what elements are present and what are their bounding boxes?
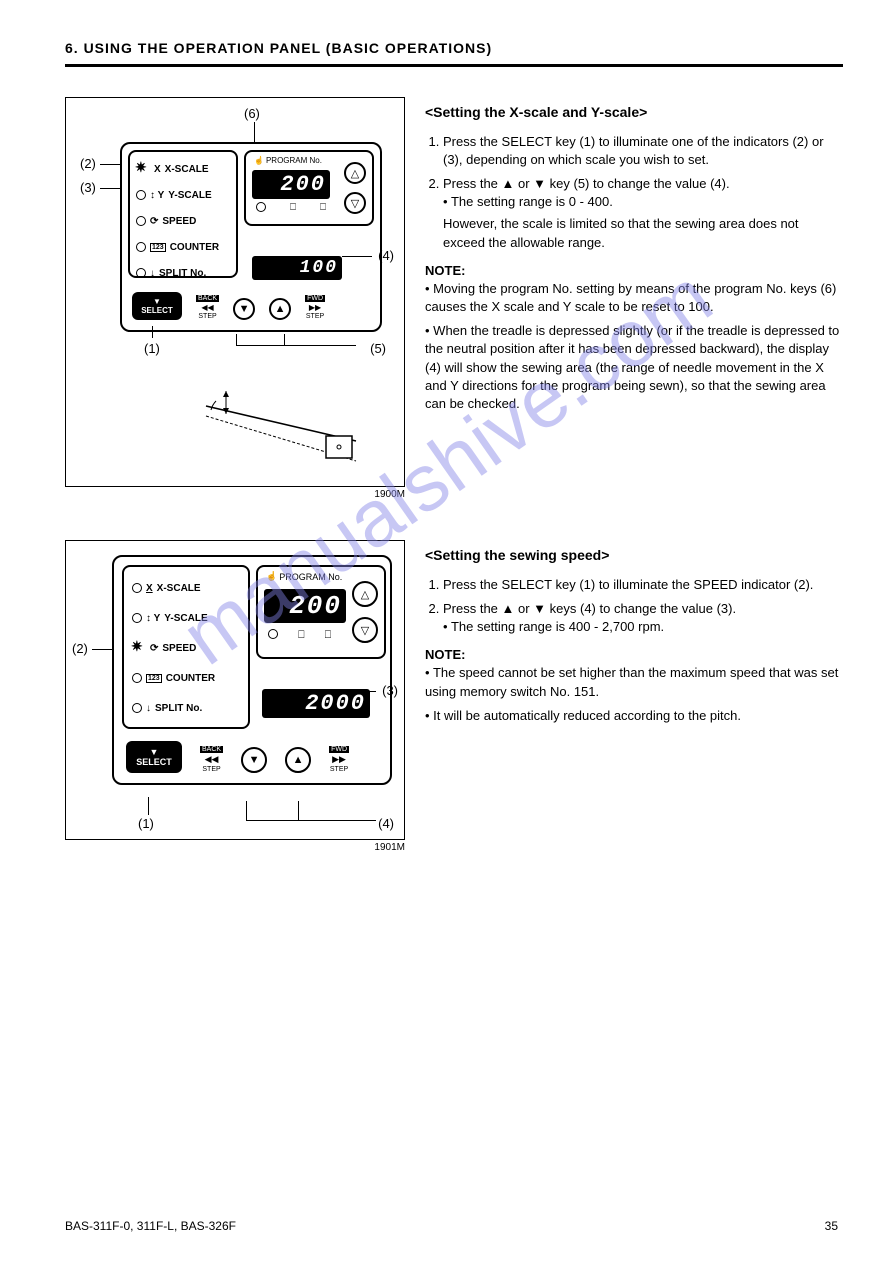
menu-xscale: X-SCALE — [165, 164, 209, 175]
s1-range-label: The setting range is — [451, 194, 565, 209]
s1-step1: Press the SELECT key (1) to illuminate o… — [443, 133, 843, 169]
program-display-2: 200 — [264, 589, 346, 623]
step-back-button[interactable]: ▼ — [233, 298, 255, 320]
s1-range-value: 0 - 400. — [569, 194, 613, 209]
yscale-led2 — [132, 613, 142, 623]
s2-callout-3: (3) — [382, 683, 398, 698]
s2-range-value: 400 - 2,700 rpm. — [569, 619, 664, 634]
split-led2 — [132, 703, 142, 713]
footer-model: BAS-311F-0, 311F-L, BAS-326F — [65, 1219, 236, 1233]
callout-5: (5) — [370, 341, 386, 356]
fwd-label-2: FWD — [329, 746, 349, 753]
callout-4: (4) — [378, 248, 394, 263]
s2-note2: It will be automatically reduced accordi… — [433, 708, 741, 723]
prog-down-button[interactable]: ▽ — [344, 192, 366, 214]
menu2-xscale: X-SCALE — [157, 583, 201, 594]
menu-split: SPLIT No. — [159, 268, 206, 279]
s2-step2a: Press the ▲ or ▼ keys (4) to change the … — [443, 601, 736, 616]
callout-1: (1) — [144, 341, 160, 356]
step-label-r2: STEP — [330, 766, 348, 773]
pedal-diagram — [196, 386, 376, 476]
mem-led-a — [256, 202, 266, 212]
menu2-split: SPLIT No. — [155, 703, 202, 714]
s2-note-hd: NOTE: — [425, 646, 843, 664]
prog-up-button-2[interactable]: △ — [352, 581, 378, 607]
figure-code-1: 1900M — [65, 489, 405, 500]
step-fwd-button[interactable]: ▲ — [269, 298, 291, 320]
step-fwd-button-2[interactable]: ▲ — [285, 747, 311, 773]
menu-counter: COUNTER — [170, 242, 219, 253]
speed-value-display: 2000 — [262, 689, 370, 718]
prog-down-button-2[interactable]: ▽ — [352, 617, 378, 643]
menu2-speed: SPEED — [162, 643, 196, 654]
figure-panel-xy: (6) (2) (3) X X-SCALE ↕ Y Y-SCALE ⟳ SPEE… — [65, 97, 405, 487]
callout-6: (6) — [244, 106, 260, 121]
step-label-l2: STEP — [202, 766, 220, 773]
counter-led — [136, 242, 146, 252]
s2-callout-4: (4) — [378, 816, 394, 831]
s2-callout-1: (1) — [138, 816, 154, 831]
xscale-led2 — [132, 583, 142, 593]
program-display: 200 — [252, 170, 330, 199]
section2-title: <Setting the sewing speed> — [425, 546, 843, 566]
back-label-2: BACK — [200, 746, 223, 753]
menu2-yscale: Y-SCALE — [164, 613, 207, 624]
hand-icon-2: ☝ — [266, 571, 277, 582]
control-panel: X X-SCALE ↕ Y Y-SCALE ⟳ SPEED 123 COUNTE… — [120, 142, 382, 332]
s1-note2: When the treadle is depressed slightly (… — [425, 323, 839, 411]
back-label: BACK — [196, 295, 219, 302]
hand-icon: ☝ — [254, 156, 264, 165]
speed-led-on — [132, 641, 146, 655]
mem-led-b — [268, 629, 278, 639]
menu2-counter: COUNTER — [166, 673, 215, 684]
speed-led — [136, 216, 146, 226]
section-xyscale: (6) (2) (3) X X-SCALE ↕ Y Y-SCALE ⟳ SPEE… — [65, 97, 843, 500]
header-rule — [65, 64, 843, 67]
callout-2: (2) — [80, 156, 96, 171]
program-label: PROGRAM No. — [266, 156, 322, 165]
menu-yscale: Y-SCALE — [168, 190, 211, 201]
figure-code-2: 1901M — [65, 842, 405, 853]
value-display: 100 — [252, 256, 342, 280]
counter-led2 — [132, 673, 142, 683]
xscale-led-on — [136, 162, 150, 176]
s2-note1: The speed cannot be set higher than the … — [425, 665, 838, 698]
section1-title: <Setting the X-scale and Y-scale> — [425, 103, 843, 123]
step-label-l: STEP — [198, 313, 216, 320]
split-led — [136, 268, 146, 278]
fwd-label: FWD — [305, 295, 325, 302]
s1-note1: Moving the program No. setting by means … — [425, 281, 836, 314]
control-panel-speed: X X-SCALE ↕ Y Y-SCALE ⟳ SPEED 123 COUNTE… — [112, 555, 392, 785]
yscale-led — [136, 190, 146, 200]
text-section-2: <Setting the sewing speed> Press the SEL… — [425, 540, 843, 853]
text-section-1: <Setting the X-scale and Y-scale> Press … — [425, 97, 843, 500]
s1-step2: Press the ▲ or ▼ key (5) to change the v… — [443, 176, 730, 191]
callout-3: (3) — [80, 180, 96, 195]
prog-up-button[interactable]: △ — [344, 162, 366, 184]
s2-step1: Press the SELECT key (1) to illuminate t… — [443, 576, 843, 594]
s2-callout-2: (2) — [72, 641, 88, 656]
s1-boundary: However, the scale is limited so that th… — [443, 215, 843, 251]
figure-panel-speed: (2) X X-SCALE ↕ Y Y-SCALE ⟳ SPEED 123 CO… — [65, 540, 405, 840]
program-label-2: PROGRAM No. — [279, 572, 342, 582]
s2-range-label: The setting range is — [451, 619, 565, 634]
s1-note-hd: NOTE: — [425, 262, 843, 280]
select-button[interactable]: ▼SELECT — [132, 292, 182, 320]
step-back-button-2[interactable]: ▼ — [241, 747, 267, 773]
section-speed: (2) X X-SCALE ↕ Y Y-SCALE ⟳ SPEED 123 CO… — [65, 540, 843, 853]
step-label-r: STEP — [306, 313, 324, 320]
select-button-2[interactable]: ▼SELECT — [126, 741, 182, 773]
menu-speed: SPEED — [162, 216, 196, 227]
page-header: 6. USING THE OPERATION PANEL (BASIC OPER… — [65, 40, 843, 56]
footer-page: 35 — [825, 1219, 838, 1233]
